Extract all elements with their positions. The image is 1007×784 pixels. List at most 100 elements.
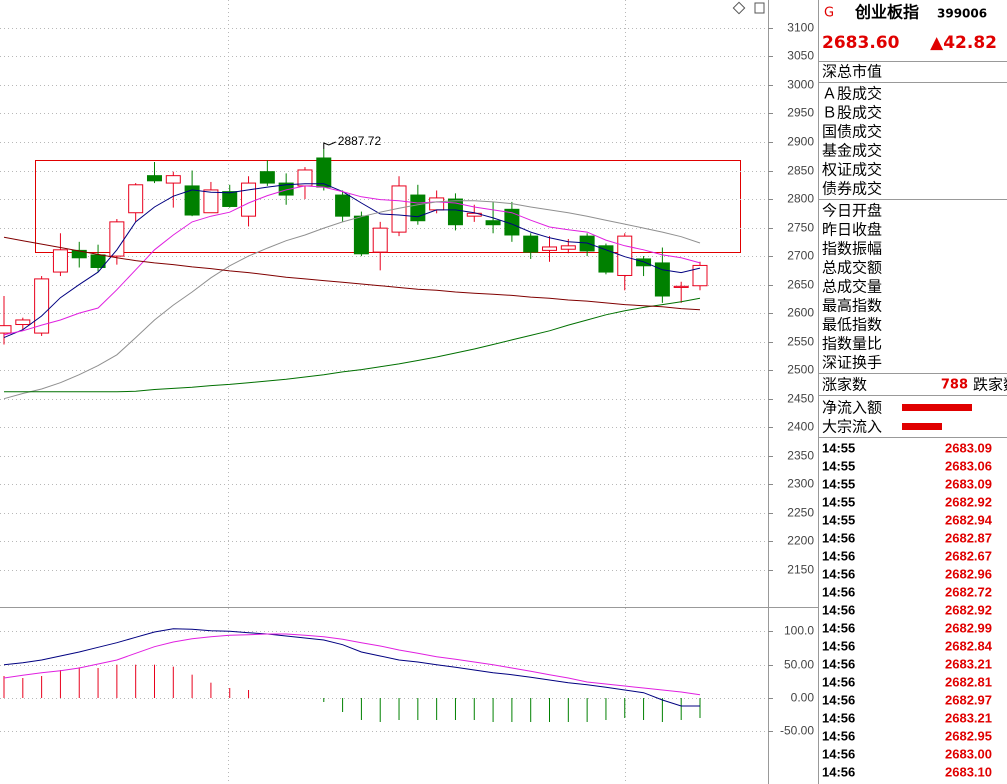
- y-tick-label: -50.00: [780, 724, 814, 738]
- field-label: 国债成交: [822, 123, 882, 141]
- tick-time: 14:56: [822, 602, 855, 617]
- y-tick-label: 2400: [787, 420, 814, 434]
- y-tick-label: 2250: [787, 506, 814, 520]
- tick-price: 2683.09: [945, 440, 992, 455]
- tick-price: 2682.81: [945, 674, 992, 689]
- flow-bar: [902, 404, 972, 411]
- high-annotation: 2887.72: [338, 134, 382, 148]
- breadth-label: 涨家数: [822, 376, 867, 394]
- y-tick-label: 2200: [787, 534, 814, 548]
- candle-body: [316, 157, 332, 188]
- candle-body: [636, 258, 652, 267]
- candle-body: [15, 319, 31, 326]
- tick-price: 2682.67: [945, 548, 992, 563]
- y-tick-label: 3100: [787, 21, 814, 35]
- flow-label: 净流入额: [822, 399, 882, 417]
- candle-body: [203, 189, 219, 214]
- tick-price: 2682.97: [945, 692, 992, 707]
- field-label: 今日开盘: [822, 202, 882, 220]
- candle-body: [71, 249, 87, 259]
- field-label: Ｂ股成交: [822, 104, 882, 122]
- tick-time: 14:56: [822, 692, 855, 707]
- y-tick-label: 0.00: [791, 691, 815, 705]
- y-tick-label: 50.00: [784, 658, 814, 672]
- tick-price: 2683.06: [945, 458, 992, 473]
- candle-body: [692, 264, 708, 287]
- tick-time: 14:56: [822, 674, 855, 689]
- tick-time: 14:56: [822, 710, 855, 725]
- tick-time: 14:56: [822, 656, 855, 671]
- tick-price: 2682.72: [945, 584, 992, 599]
- y-tick-label: 2500: [787, 363, 814, 377]
- candle-body: [241, 182, 257, 217]
- moving-average-line: [3, 183, 701, 339]
- tick-price: 2683.09: [945, 476, 992, 491]
- tick-time: 14:55: [822, 458, 855, 473]
- tick-time: 14:56: [822, 566, 855, 581]
- y-tick-label: 2750: [787, 221, 814, 235]
- field-label: 基金成交: [822, 142, 882, 160]
- candle-body: [128, 184, 144, 214]
- y-tick-label: 2600: [787, 306, 814, 320]
- candle-body: [598, 245, 614, 273]
- tick-price: 2683.21: [945, 710, 992, 725]
- candle-body: [485, 220, 501, 226]
- tick-price: 2682.94: [945, 512, 993, 527]
- candle-body: [34, 278, 50, 334]
- breadth-label-2: 跌家数: [973, 376, 1007, 394]
- moving-average-line: [3, 200, 701, 400]
- candle-body: [165, 175, 181, 184]
- candle-body: [222, 191, 238, 207]
- frame: [0, 0, 819, 784]
- moving-average-line: [3, 236, 701, 311]
- candle-body: [353, 215, 369, 255]
- index-code: 399006: [937, 7, 987, 21]
- tick-time: 14:56: [822, 764, 855, 779]
- candle-body: [391, 185, 407, 233]
- candle-body: [372, 227, 388, 253]
- y-tick-label: 2300: [787, 477, 814, 491]
- tick-price: 2682.87: [945, 530, 992, 545]
- field-label: 最低指数: [822, 316, 882, 334]
- change: ▲42.82: [930, 33, 997, 53]
- candle-body: [335, 194, 351, 217]
- flow-bar: [902, 423, 942, 430]
- flow-label: 大宗流入: [822, 418, 882, 436]
- candle-body: [109, 221, 125, 257]
- moving-average-line: [4, 297, 701, 393]
- tick-price: 2683.21: [945, 656, 992, 671]
- breadth-value: 788: [941, 378, 968, 393]
- candle-body: [259, 171, 275, 184]
- candle-body: [447, 198, 463, 226]
- y-tick-label: 2700: [787, 249, 814, 263]
- tick-time: 14:55: [822, 440, 855, 455]
- tick-time: 14:55: [822, 494, 855, 509]
- candle-body: [146, 175, 162, 182]
- y-tick-label: 2850: [787, 164, 814, 178]
- tick-price: 2683.00: [945, 746, 992, 761]
- tick-time: 14:56: [822, 548, 855, 563]
- field-label: 总成交量: [822, 278, 882, 296]
- y-tick-label: 2950: [787, 106, 814, 120]
- field-label: 深总市值: [822, 63, 882, 81]
- candle-body: [52, 249, 68, 273]
- candle-body: [0, 325, 12, 334]
- candle-body: [542, 246, 558, 251]
- field-label: 昨日收盘: [822, 221, 882, 239]
- field-label: 深证换手: [822, 354, 882, 372]
- y-tick-label: 100.0: [784, 624, 814, 638]
- candle-body: [184, 185, 200, 216]
- field-label: 总成交额: [822, 259, 882, 277]
- moving-average-line: [3, 185, 701, 336]
- tick-time: 14:55: [822, 476, 855, 491]
- price: 2683.60: [822, 33, 900, 53]
- tick-price: 2682.95: [945, 728, 992, 743]
- candle-body: [429, 197, 445, 211]
- index-name: 创业板指: [854, 3, 919, 22]
- field-label: Ａ股成交: [822, 85, 882, 103]
- field-label: 债券成交: [822, 180, 882, 198]
- tick-time: 14:56: [822, 638, 855, 653]
- tick-time: 14:55: [822, 512, 855, 527]
- candle-body: [278, 182, 294, 196]
- tick-time: 14:56: [822, 584, 855, 599]
